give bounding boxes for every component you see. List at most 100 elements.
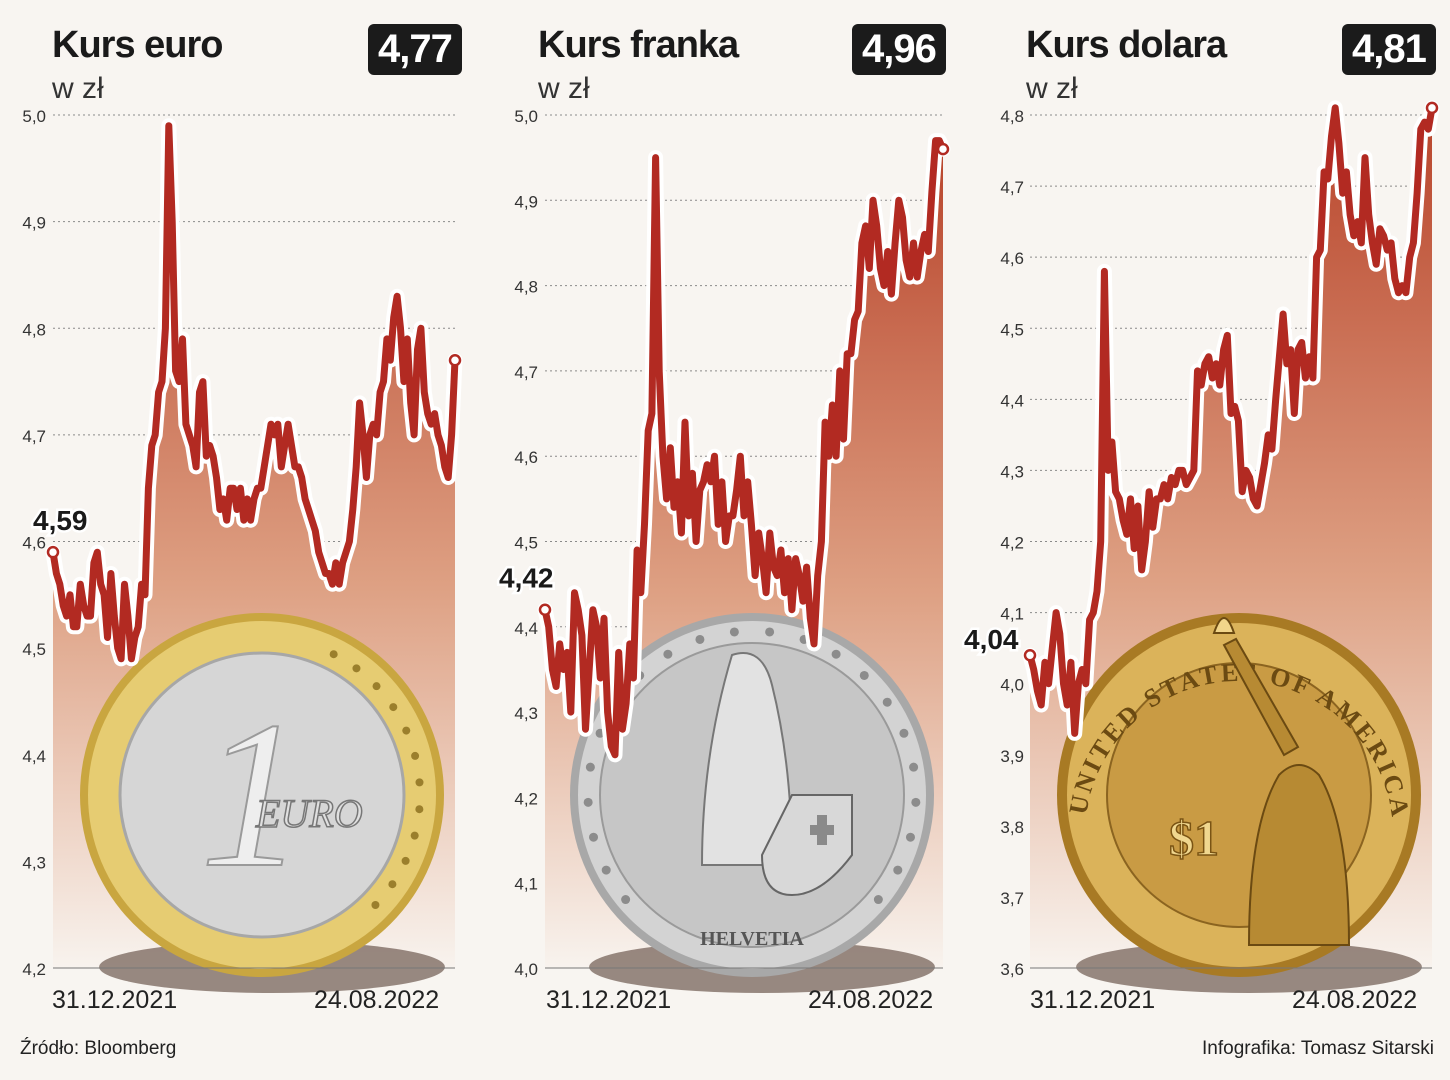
- start-value-label: 4,59: [33, 505, 88, 536]
- y-tick-label: 4,3: [1000, 462, 1024, 481]
- coin-star: [882, 697, 892, 707]
- coin-star: [621, 895, 631, 905]
- dollar-chart: 3,6 3,7 3,8 3,9 4,0 4,1 4,2 4,3 4,4 4,5 4,6 4,7 4,8 U…: [962, 100, 1440, 993]
- x-start-label: 31.12.2021: [52, 986, 178, 1014]
- y-tick-label: 4,6: [1000, 249, 1024, 268]
- coin-star: [899, 728, 909, 738]
- y-tick-label: 4,8: [22, 320, 46, 339]
- swiss-cross: [810, 815, 834, 845]
- coin-star: [859, 670, 869, 680]
- y-tick-label: 4,1: [1000, 605, 1024, 624]
- coin-star: [415, 778, 424, 787]
- x-start-label: 31.12.2021: [546, 986, 672, 1014]
- y-tick-label: 4,3: [514, 704, 538, 723]
- coin-star: [583, 797, 593, 807]
- coin-star: [893, 865, 903, 875]
- y-tick-label: 3,8: [1000, 818, 1024, 837]
- series-line: [541, 137, 947, 759]
- coin-label: EURO: [255, 791, 363, 836]
- source-note: Źródło: Bloomberg: [20, 1038, 177, 1059]
- current-value-badge: 4,96: [852, 24, 946, 75]
- y-tick-label: 4,2: [22, 960, 46, 979]
- coin-star: [352, 664, 361, 673]
- current-value-badge: 4,81: [1342, 24, 1436, 75]
- y-tick-label: 4,4: [514, 619, 538, 638]
- end-point: [936, 142, 950, 156]
- start-point: [46, 545, 60, 559]
- x-end-label: 24.08.2022: [808, 986, 934, 1014]
- coin-star: [663, 649, 673, 659]
- x-end-label: 24.08.2022: [314, 986, 440, 1014]
- y-tick-label: 4,7: [514, 363, 538, 382]
- coin-star: [909, 762, 919, 772]
- y-tick-label: 4,2: [1000, 534, 1024, 553]
- y-tick-label: 4,9: [22, 214, 46, 233]
- y-tick-label: 4,6: [22, 534, 46, 553]
- y-tick-label: 4,2: [514, 789, 538, 808]
- start-point: [538, 603, 552, 616]
- coin-numeral: 1: [200, 679, 305, 911]
- shield: [760, 794, 853, 897]
- chart-subtitle: w zł: [1026, 72, 1078, 105]
- end-point: [448, 353, 462, 367]
- coin-star: [388, 880, 397, 889]
- coin-star: [695, 634, 705, 644]
- x-start-label: 31.12.2021: [1030, 986, 1156, 1014]
- franc-coin-illustration: HELVETIA: [570, 613, 934, 977]
- start-point: [1023, 648, 1037, 662]
- y-tick-label: 3,6: [1000, 960, 1024, 979]
- coin-star: [831, 649, 841, 659]
- series-line: [1026, 104, 1436, 737]
- y-tick-label: 4,4: [1000, 391, 1024, 410]
- y-tick-label: 3,7: [1000, 889, 1024, 908]
- start-value-label: 4,04: [964, 624, 1019, 655]
- coin-star: [401, 856, 410, 865]
- statue-arm: [1222, 637, 1300, 757]
- coin-star: [589, 832, 599, 842]
- coin-star: [415, 805, 424, 814]
- coin-value: $1: [1169, 810, 1219, 866]
- y-tick-label: 4,9: [514, 192, 538, 211]
- x-end-label: 24.08.2022: [1292, 986, 1418, 1014]
- coin-center: [118, 651, 406, 939]
- y-tick-label: 4,5: [1000, 320, 1024, 339]
- torch-flame: [1212, 617, 1236, 634]
- coin-star: [585, 762, 595, 772]
- chart-title: Kurs euro: [52, 24, 223, 66]
- y-tick-label: 5,0: [22, 107, 46, 126]
- y-tick-label: 3,9: [1000, 747, 1024, 766]
- coin-star: [905, 832, 915, 842]
- coin-star: [410, 831, 419, 840]
- coin-star: [372, 682, 381, 691]
- credit-note: Infografika: Tomasz Sitarski: [1202, 1038, 1434, 1059]
- chart-title: Kurs dolara: [1026, 24, 1227, 66]
- chart-panel-euro: 4,2 4,3 4,4 4,5 4,6 4,7 4,8 4,9 5,0 1 EURO 4,59 Kur…: [0, 0, 480, 1030]
- coin-star: [601, 865, 611, 875]
- end-point: [1425, 101, 1439, 115]
- statue-figure: [1247, 764, 1351, 946]
- chart-panel-franc: 4,0 4,1 4,2 4,3 4,4 4,5 4,6 4,7 4,8 4,9 5,0 HELVETI…: [488, 0, 968, 1030]
- y-tick-label: 4,8: [1000, 107, 1024, 126]
- y-tick-label: 4,0: [514, 960, 538, 979]
- y-tick-label: 4,3: [22, 853, 46, 872]
- coin-star: [389, 703, 398, 712]
- coin-label: HELVETIA: [700, 928, 804, 950]
- coin-star: [411, 751, 420, 760]
- chart-panel-dollar: 3,6 3,7 3,8 3,9 4,0 4,1 4,2 4,3 4,4 4,5 4,6 4,7 4,8 U…: [962, 0, 1450, 1030]
- y-tick-label: 4,7: [1000, 178, 1024, 197]
- y-tick-label: 4,1: [514, 875, 538, 894]
- y-tick-label: 4,6: [514, 448, 538, 467]
- y-tick-label: 4,8: [514, 278, 538, 297]
- y-tick-label: 4,5: [514, 534, 538, 553]
- coin-star: [873, 895, 883, 905]
- y-tick-label: 4,5: [22, 640, 46, 659]
- coin-star: [329, 650, 338, 659]
- franc-chart: 4,0 4,1 4,2 4,3 4,4 4,5 4,6 4,7 4,8 4,9 5,0 HELVETI…: [497, 107, 951, 993]
- coin-star: [765, 627, 775, 637]
- chart-subtitle: w zł: [538, 72, 590, 105]
- chart-title: Kurs franka: [538, 24, 739, 66]
- current-value-badge: 4,77: [368, 24, 462, 75]
- coin-star: [729, 627, 739, 637]
- dollar-coin-illustration: UNITED STATES OF AMERICA$1: [1057, 613, 1421, 977]
